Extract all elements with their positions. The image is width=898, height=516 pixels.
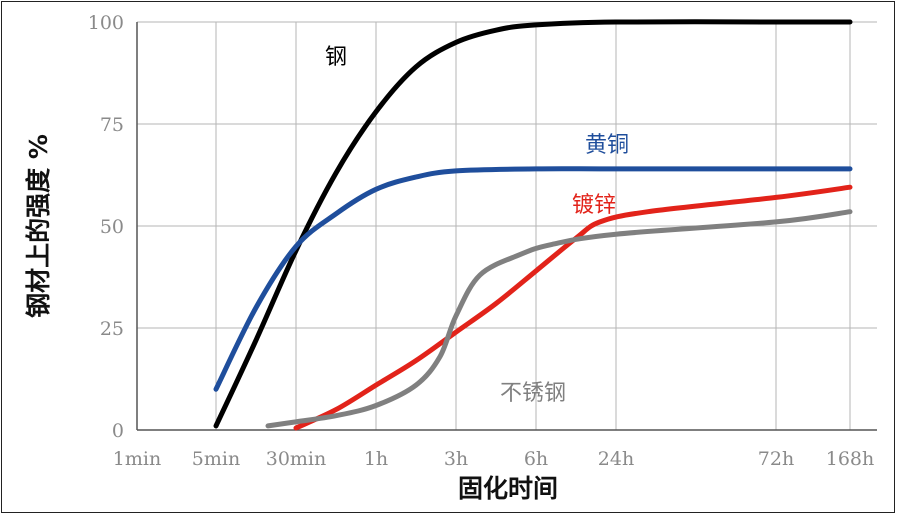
y-tick-label: 25 — [100, 318, 124, 340]
x-tick-label: 30min — [266, 448, 327, 470]
x-tick-label: 6h — [524, 448, 548, 470]
grid — [137, 21, 877, 431]
series-label-stainless: 不锈钢 — [500, 381, 566, 406]
x-tick-label: 24h — [598, 448, 634, 470]
y-axis-title: 钢材上的强度 % — [24, 134, 53, 318]
series-label-steel: 钢 — [325, 45, 347, 70]
x-axis-title: 固化时间 — [458, 474, 558, 503]
series-label-galvanized: 镀锌 — [572, 193, 616, 218]
y-tick-label: 50 — [100, 216, 124, 238]
axes — [136, 22, 877, 431]
series-line-steel — [213, 19, 853, 429]
series-line-stainless — [265, 209, 853, 429]
y-tick-label: 75 — [100, 114, 124, 136]
x-tick-label: 1min — [113, 448, 161, 470]
series-lines — [213, 19, 853, 431]
x-tick-label: 72h — [758, 448, 794, 470]
series-line-galvanized — [293, 184, 853, 431]
y-tick-label: 0 — [112, 420, 124, 442]
series-line-brass — [213, 166, 853, 392]
x-tick-label: 168h — [826, 448, 875, 470]
y-tick-label: 100 — [88, 12, 124, 34]
tick-labels: 0 25 50 75 100 1min 5min 30min 1h 3h 6h 24h 72h 168h — [88, 12, 875, 470]
series-label-brass: 黄铜 — [585, 133, 629, 158]
x-tick-label: 1h — [364, 448, 388, 470]
x-tick-label: 3h — [444, 448, 468, 470]
x-tick-label: 5min — [192, 448, 240, 470]
